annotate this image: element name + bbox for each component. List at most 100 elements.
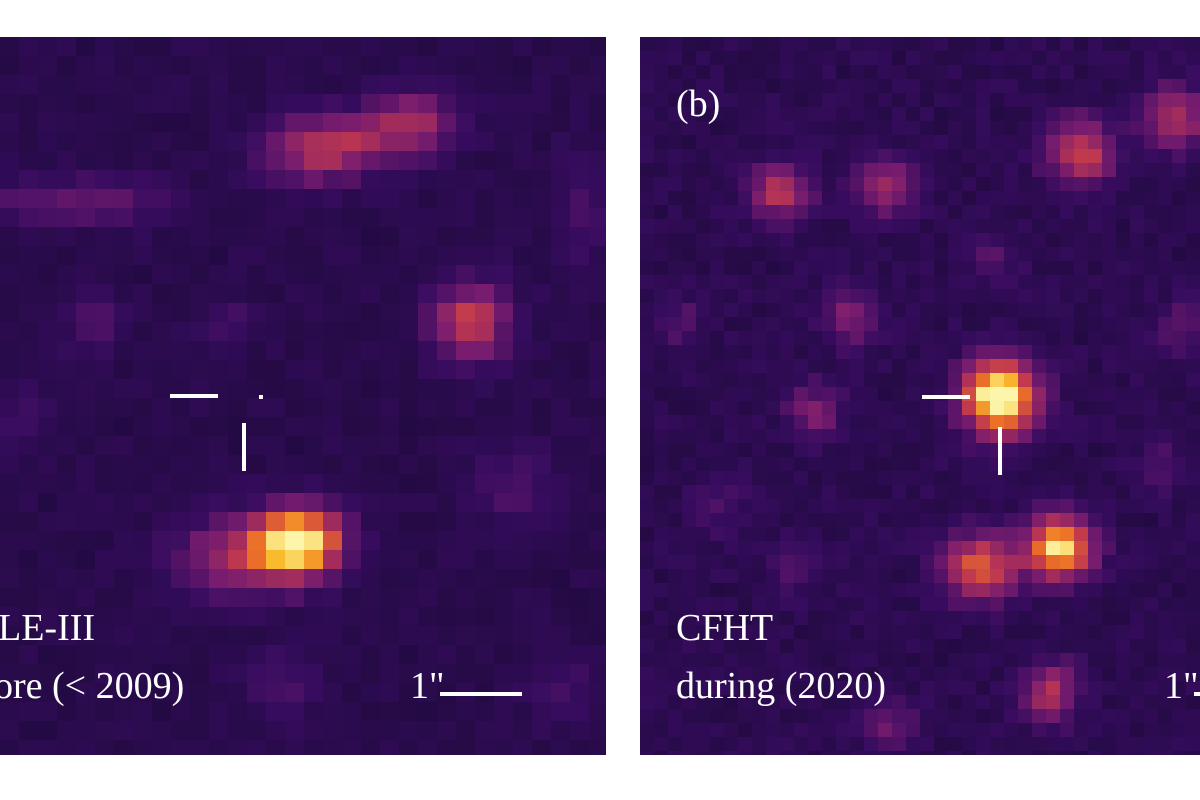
image-pixel	[361, 170, 381, 190]
image-pixel	[152, 379, 172, 399]
image-pixel	[247, 37, 267, 57]
image-pixel	[1004, 359, 1019, 374]
image-pixel	[794, 401, 809, 416]
image-pixel	[738, 401, 753, 416]
image-pixel	[1102, 583, 1117, 598]
image-pixel	[738, 247, 753, 262]
image-pixel	[738, 751, 753, 755]
starfield-image-during	[640, 37, 1200, 755]
image-pixel	[456, 493, 476, 513]
image-pixel	[1186, 513, 1200, 528]
image-pixel	[361, 588, 381, 608]
image-pixel	[878, 317, 893, 332]
image-pixel	[920, 51, 935, 66]
image-pixel	[209, 417, 229, 437]
image-pixel	[494, 360, 514, 380]
image-pixel	[906, 653, 921, 668]
image-pixel	[152, 189, 172, 209]
image-pixel	[1074, 555, 1089, 570]
image-pixel	[361, 360, 381, 380]
image-pixel	[878, 737, 893, 752]
image-pixel	[171, 569, 191, 589]
image-pixel	[906, 359, 921, 374]
image-pixel	[934, 191, 949, 206]
image-pixel	[808, 219, 823, 234]
image-pixel	[1004, 597, 1019, 612]
image-pixel	[114, 284, 134, 304]
image-pixel	[668, 625, 683, 640]
image-pixel	[38, 322, 58, 342]
image-pixel	[95, 246, 115, 266]
image-pixel	[228, 626, 248, 646]
image-pixel	[1116, 373, 1131, 388]
image-pixel	[551, 246, 571, 266]
image-pixel	[1004, 247, 1019, 262]
image-pixel	[19, 702, 39, 722]
image-pixel	[437, 645, 457, 665]
image-pixel	[1060, 639, 1075, 654]
image-pixel	[399, 113, 419, 133]
image-pixel	[990, 499, 1005, 514]
image-pixel	[878, 723, 893, 738]
image-pixel	[323, 189, 343, 209]
image-pixel	[494, 436, 514, 456]
image-pixel	[1018, 653, 1033, 668]
image-pixel	[822, 485, 837, 500]
image-pixel	[906, 457, 921, 472]
image-pixel	[399, 531, 419, 551]
image-pixel	[380, 341, 400, 361]
image-pixel	[850, 205, 865, 220]
image-pixel	[696, 625, 711, 640]
image-pixel	[1004, 569, 1019, 584]
image-pixel	[808, 135, 823, 150]
image-pixel	[1074, 709, 1089, 724]
image-pixel	[976, 177, 991, 192]
image-pixel	[794, 625, 809, 640]
image-pixel	[920, 37, 935, 52]
image-pixel	[1088, 79, 1103, 94]
image-pixel	[738, 625, 753, 640]
image-pixel	[682, 107, 697, 122]
image-pixel	[152, 512, 172, 532]
image-pixel	[640, 65, 655, 80]
image-pixel	[640, 331, 655, 346]
image-pixel	[850, 163, 865, 178]
image-pixel	[551, 189, 571, 209]
image-pixel	[850, 583, 865, 598]
image-pixel	[724, 639, 739, 654]
image-pixel	[1060, 219, 1075, 234]
image-pixel	[228, 227, 248, 247]
image-pixel	[822, 499, 837, 514]
image-pixel	[878, 135, 893, 150]
image-pixel	[948, 625, 963, 640]
image-pixel	[1172, 107, 1187, 122]
image-pixel	[0, 664, 20, 684]
image-pixel	[892, 625, 907, 640]
image-pixel	[864, 191, 879, 206]
image-pixel	[766, 555, 781, 570]
image-pixel	[822, 163, 837, 178]
image-pixel	[1046, 289, 1061, 304]
image-pixel	[228, 56, 248, 76]
image-pixel	[551, 740, 571, 755]
image-pixel	[1018, 79, 1033, 94]
image-pixel	[1060, 513, 1075, 528]
image-pixel	[1074, 177, 1089, 192]
image-pixel	[696, 443, 711, 458]
image-pixel	[589, 664, 606, 684]
image-pixel	[1116, 751, 1131, 755]
image-pixel	[285, 37, 305, 57]
image-pixel	[1046, 695, 1061, 710]
image-pixel	[766, 219, 781, 234]
image-pixel	[323, 626, 343, 646]
image-pixel	[878, 149, 893, 164]
image-pixel	[710, 457, 725, 472]
image-pixel	[266, 113, 286, 133]
image-pixel	[948, 527, 963, 542]
image-pixel	[342, 512, 362, 532]
image-pixel	[513, 94, 533, 114]
image-pixel	[1018, 65, 1033, 80]
image-pixel	[19, 75, 39, 95]
image-pixel	[1018, 597, 1033, 612]
image-pixel	[323, 303, 343, 323]
